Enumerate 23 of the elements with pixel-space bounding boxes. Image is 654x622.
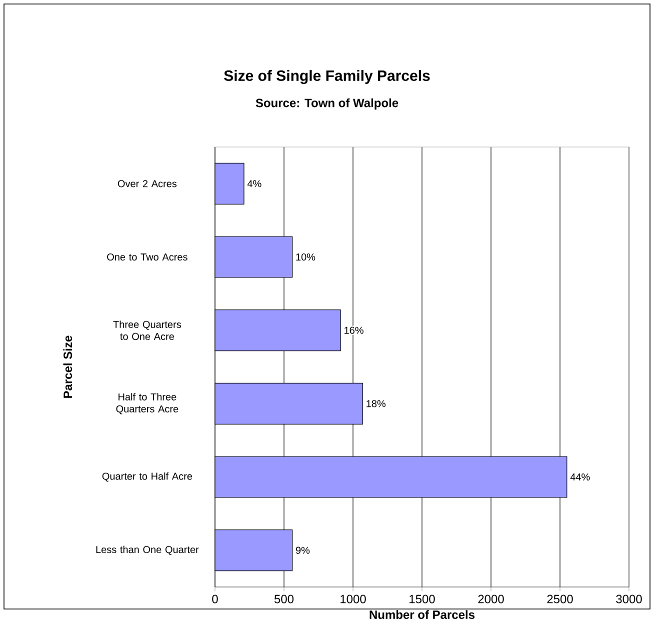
y-tick-label: One to Two Acres (107, 253, 188, 260)
y-axis-title: Parcel Size (63, 336, 72, 398)
x-axis-title: Number of Parcels (370, 610, 475, 619)
annotation: 18% (366, 400, 386, 408)
annotation: 10% (296, 253, 316, 260)
annotation: 9% (296, 546, 310, 554)
annotation: 4% (247, 180, 262, 188)
y-tick-label: Over 2 Acres (118, 180, 177, 188)
chart-subtitle: Source: Town of Walpole (256, 98, 398, 110)
x-tick-label: 2000 (478, 594, 504, 604)
x-tick-label: 0 (212, 594, 218, 604)
y-tick-label: Quarter to Half Acre (102, 472, 192, 482)
chart-title: Size of Single Family Parcels (224, 70, 430, 84)
x-tick-label: 1000 (340, 594, 366, 604)
x-tick-label: 2500 (547, 594, 573, 604)
x-tick-label: 3000 (616, 594, 642, 604)
x-tick-label: 1500 (410, 594, 435, 604)
annotation: 16% (344, 326, 364, 334)
y-tick-label: Half to Three Quarters Acre (116, 392, 178, 414)
x-tick-label: 500 (274, 594, 294, 604)
y-tick-label: Less than One Quarter (96, 546, 199, 555)
y-tick-label: Three Quarters to One Acre (113, 320, 182, 340)
annotation: 44% (570, 473, 590, 480)
